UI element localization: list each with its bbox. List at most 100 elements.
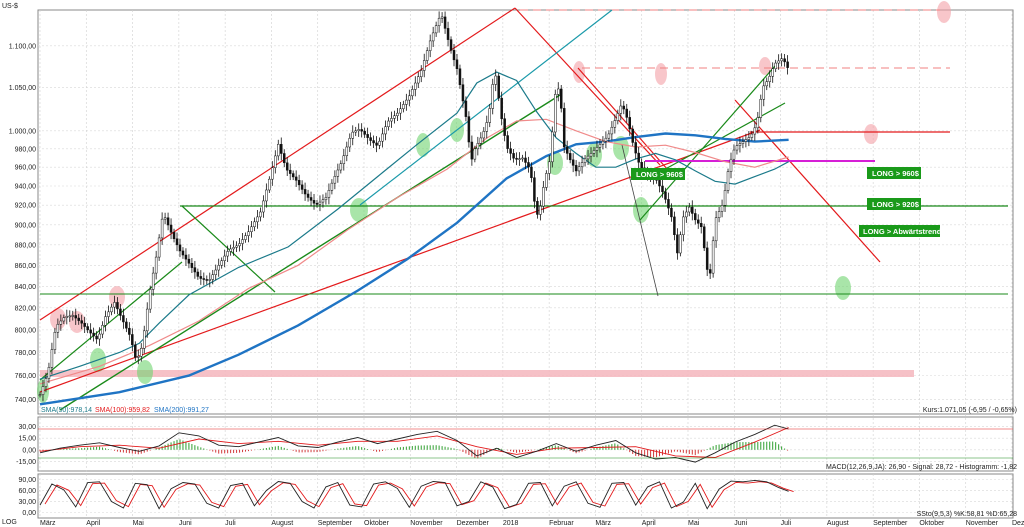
price-body bbox=[568, 153, 572, 161]
y-tick-label: 880,00 bbox=[15, 242, 37, 249]
price-body bbox=[104, 316, 107, 326]
price-body bbox=[300, 184, 304, 190]
price-body bbox=[497, 75, 500, 99]
month-axis: März April Mai Juni Juli August September Oktob… bbox=[40, 520, 1024, 527]
price-body bbox=[735, 145, 739, 151]
price-body bbox=[509, 148, 512, 154]
price-body bbox=[446, 28, 450, 40]
price-body bbox=[408, 95, 411, 101]
price-body bbox=[95, 335, 98, 340]
price-body bbox=[571, 159, 575, 166]
price-body bbox=[342, 155, 346, 164]
stoch-panel bbox=[37, 473, 1014, 519]
price-body bbox=[318, 201, 322, 205]
long-label: LONG > Abwärtstrend bbox=[863, 227, 942, 236]
last-price: Kurs:1.071,05 (-6,95 / -0,65%) bbox=[923, 407, 1017, 414]
month-label: März bbox=[595, 520, 611, 527]
price-body bbox=[390, 118, 393, 122]
price-body bbox=[315, 202, 319, 205]
month-label: Oktober bbox=[919, 520, 945, 527]
price-body bbox=[83, 322, 86, 327]
price-body bbox=[732, 149, 736, 160]
y-tick-label: 900,00 bbox=[15, 222, 37, 229]
price-body bbox=[205, 279, 209, 281]
price-body bbox=[128, 327, 131, 335]
sma100-line bbox=[39, 118, 789, 385]
y-tick-label: 90,00 bbox=[18, 477, 36, 484]
price-body bbox=[378, 140, 381, 146]
month-label: Juli bbox=[225, 520, 236, 527]
price-body bbox=[685, 211, 688, 218]
green-marker bbox=[350, 198, 368, 222]
price-body bbox=[461, 84, 465, 102]
price-body bbox=[214, 269, 217, 275]
y-tick-label: 60,00 bbox=[18, 488, 36, 495]
price-body bbox=[89, 329, 92, 334]
price-body bbox=[771, 68, 774, 77]
price-body bbox=[673, 216, 676, 236]
price-body bbox=[723, 190, 727, 206]
price-body bbox=[333, 176, 337, 184]
price-body bbox=[783, 58, 786, 63]
stoch-k-line bbox=[39, 479, 789, 510]
price-body bbox=[38, 394, 42, 396]
red-marker bbox=[573, 61, 585, 83]
price-body bbox=[530, 166, 533, 178]
price-body bbox=[244, 235, 247, 240]
price-body bbox=[125, 321, 128, 329]
y-tick-label: 1.100,00 bbox=[9, 43, 36, 50]
price-body bbox=[268, 178, 271, 191]
y-tick-label: 1.050,00 bbox=[9, 85, 36, 92]
price-body bbox=[405, 99, 408, 105]
price-body bbox=[670, 207, 673, 218]
green-marker bbox=[633, 197, 649, 223]
y-tick-label: 940,00 bbox=[15, 183, 37, 190]
price-body bbox=[116, 302, 119, 310]
green-marker bbox=[416, 133, 430, 157]
price-body bbox=[178, 244, 182, 252]
price-body bbox=[417, 76, 420, 84]
price-body bbox=[122, 315, 125, 323]
price-body bbox=[515, 157, 518, 160]
price-body bbox=[640, 162, 643, 169]
price-body bbox=[366, 134, 369, 138]
price-body bbox=[226, 251, 229, 257]
price-body bbox=[282, 153, 286, 164]
price-body bbox=[711, 240, 715, 274]
y-tick-label: 780,00 bbox=[15, 350, 37, 357]
price-body bbox=[411, 89, 414, 97]
price-body bbox=[604, 137, 608, 142]
price-body bbox=[720, 205, 724, 212]
y-tick-label: 980,00 bbox=[15, 146, 37, 153]
price-body bbox=[345, 146, 349, 157]
macd-panel bbox=[37, 416, 1014, 472]
price-body bbox=[235, 245, 238, 248]
y-tick-label: 860,00 bbox=[15, 263, 37, 270]
price-body bbox=[464, 100, 468, 117]
sma100-legend: SMA(100):959,82 bbox=[95, 407, 150, 414]
price-body bbox=[256, 216, 259, 223]
green-marker bbox=[137, 360, 153, 384]
long-label: LONG > 960$ bbox=[636, 170, 684, 179]
red-down-trend-3 bbox=[734, 99, 881, 263]
red-marker bbox=[759, 57, 771, 75]
price-body bbox=[232, 247, 235, 250]
month-label: November bbox=[966, 520, 999, 527]
price-body bbox=[676, 234, 679, 254]
price-body bbox=[172, 232, 176, 240]
month-label: September bbox=[873, 520, 908, 527]
price-body bbox=[145, 308, 149, 332]
long-label-box bbox=[631, 168, 685, 180]
price-body bbox=[500, 97, 503, 119]
price-body bbox=[667, 199, 670, 209]
price-body bbox=[518, 158, 521, 160]
long-label: LONG > 920$ bbox=[872, 200, 920, 209]
price-body bbox=[637, 152, 640, 163]
price-body bbox=[765, 81, 768, 87]
price-body bbox=[157, 237, 161, 258]
price-body bbox=[634, 142, 637, 154]
price-body bbox=[220, 260, 223, 266]
price-body bbox=[151, 272, 155, 290]
price-body bbox=[714, 217, 718, 242]
price-body bbox=[449, 39, 453, 51]
